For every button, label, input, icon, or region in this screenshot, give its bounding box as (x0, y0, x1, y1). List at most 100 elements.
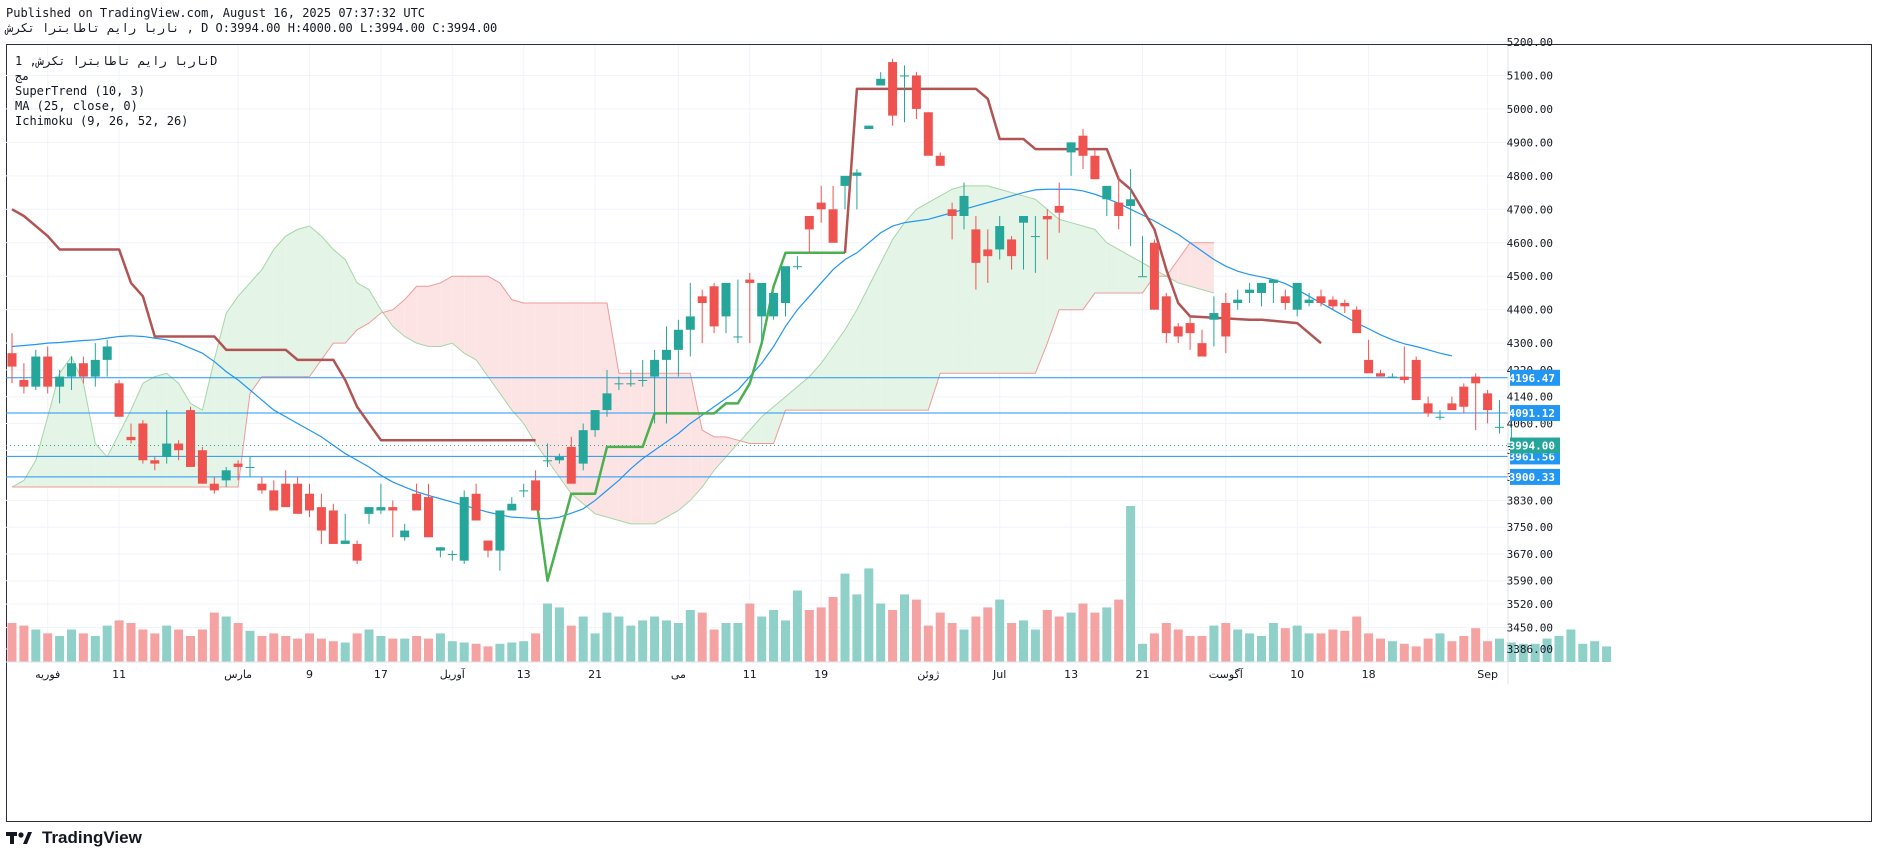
volume-bar (638, 620, 648, 662)
cloud-segment (321, 236, 334, 360)
price-level-badge-label: 3900.33 (1509, 471, 1555, 484)
price-tick-label: 4140.00 (1507, 391, 1553, 404)
volume-bar (138, 629, 148, 662)
volume-bar (376, 636, 386, 662)
cloud-segment (1071, 222, 1083, 310)
cloud-segment (916, 202, 929, 411)
ohlc-line: ناربا رایم تاطابترا تکرش , D O:3994.00 H… (6, 21, 498, 35)
time-tick-label: 19 (814, 668, 828, 681)
volume-bar (1411, 646, 1421, 662)
volume-bar (923, 625, 933, 662)
cloud-segment (904, 209, 917, 411)
candle-body (412, 493, 422, 511)
price-tick-label: 4700.00 (1507, 203, 1553, 216)
volume-bar (1066, 612, 1076, 662)
candle-body (19, 379, 29, 387)
candle-body (1268, 279, 1278, 283)
volume-bar (102, 625, 112, 662)
volume-bar (1221, 623, 1231, 662)
volume-bar (1387, 641, 1397, 662)
candle-body (1197, 343, 1207, 357)
cloud-segment (999, 189, 1012, 374)
candle-body (435, 547, 445, 551)
volume-bar (1280, 628, 1290, 662)
volume-bar (1173, 629, 1183, 662)
time-tick-label: 13 (517, 668, 531, 681)
legend-ma[interactable]: MA (25, close, 0) (15, 99, 138, 113)
volume-bar (221, 616, 231, 662)
volume-bar (840, 573, 850, 662)
legend-ichimoku[interactable]: Ichimoku (9, 26, 52, 26) (15, 114, 189, 128)
volume-bar (911, 599, 921, 662)
indicator-legend: ناربا رایم تاطابترا تکرش, 1D مج SuperTre… (15, 54, 217, 129)
volume-bar (1185, 636, 1195, 662)
chart-frame[interactable] (6, 44, 1872, 822)
candle-body (1376, 373, 1385, 377)
legend-symbol[interactable]: ناربا رایم تاطابترا تکرش, 1D (15, 54, 218, 68)
cloud-segment (678, 373, 691, 511)
volume-bar (459, 642, 469, 662)
cloud-segment (392, 299, 405, 337)
candle-body (757, 282, 767, 317)
candle-body (852, 172, 862, 176)
volume-bar (828, 597, 838, 662)
cloud-segment (71, 356, 84, 488)
candle-body (138, 423, 148, 461)
candle-body (566, 446, 576, 484)
candle-body (947, 209, 957, 217)
candle-body (745, 279, 755, 283)
volume-bar (1518, 643, 1528, 662)
candle-body (1257, 282, 1266, 293)
ma-line (11, 188, 1453, 520)
candle-body (186, 410, 195, 467)
footer: TradingView (6, 828, 142, 848)
volume-bar (31, 629, 41, 662)
candle-body (447, 553, 457, 555)
cloud-segment (83, 383, 96, 488)
price-tick-label: 5100.00 (1507, 69, 1553, 82)
cloud-segment (856, 286, 869, 411)
cloud-segment (749, 416, 762, 444)
volume-bar (1435, 633, 1445, 662)
brand-name[interactable]: TradingView (42, 828, 142, 847)
volume-bar (971, 616, 981, 662)
candle-body (1078, 135, 1088, 156)
cloud-segment (1011, 192, 1024, 374)
cloud-segment (833, 329, 845, 411)
cloud-segment (702, 430, 715, 488)
candle-body (590, 410, 600, 431)
volume-bar (126, 623, 136, 662)
cloud-segment (714, 436, 726, 471)
candle-body (1185, 323, 1195, 334)
tradingview-logo-icon (6, 832, 32, 844)
candle-body (1054, 205, 1064, 213)
price-tick-label: 4300.00 (1507, 337, 1553, 350)
cloud-segment (1130, 256, 1143, 293)
candle-body (876, 78, 886, 86)
legend-supertrend[interactable]: SuperTrend (10, 3) (15, 84, 146, 98)
time-tick-label: 18 (1362, 668, 1376, 681)
candle-body (781, 266, 790, 304)
price-level-badge (1510, 369, 1560, 386)
candle-body (519, 490, 529, 492)
cloud-segment (1035, 199, 1048, 374)
candle-body (162, 443, 172, 457)
candle-body (507, 503, 517, 511)
volume-bar (947, 623, 957, 662)
candle-body (1364, 359, 1374, 374)
cloud-segment (952, 185, 964, 374)
volume-bar (507, 642, 517, 662)
senkou-span-a-line (11, 185, 1215, 525)
candle-body (197, 450, 207, 484)
volume-bar (424, 638, 433, 662)
volume-bar (757, 616, 767, 662)
candle-body (1138, 276, 1147, 278)
volume-bar (233, 623, 243, 662)
cloud-segment (583, 303, 596, 514)
price-tick-label: 4900.00 (1507, 136, 1553, 149)
price-tick-label: 4600.00 (1507, 237, 1553, 250)
volume-bar (1090, 612, 1100, 662)
volume-bar (543, 603, 552, 662)
candle-body (102, 346, 112, 360)
